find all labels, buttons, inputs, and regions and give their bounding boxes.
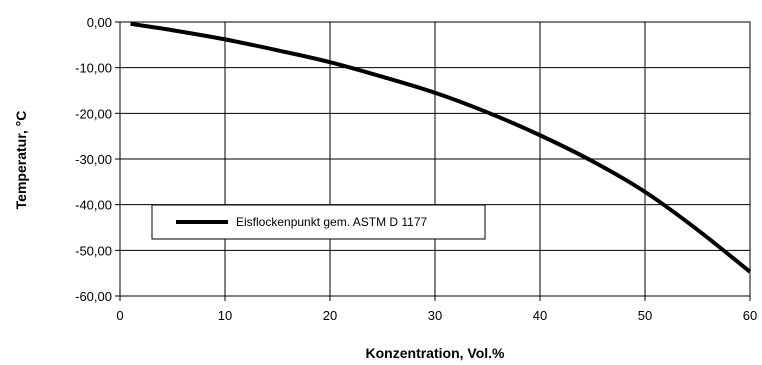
x-axis-title: Konzentration, Vol.% [366,345,506,361]
series-layer [130,21,752,274]
x-tick-label: 10 [218,308,232,323]
y-tick-label: -30,00 [75,152,112,167]
x-tick-label: 0 [116,308,123,323]
y-tick-label: -50,00 [75,243,112,258]
legend: Eisflockenpunkt gem. ASTM D 1177 [151,204,486,240]
x-tick-label: 20 [323,308,337,323]
x-tick-label: 50 [638,308,652,323]
y-tick-label: -40,00 [75,198,112,213]
y-tick-label: 0,00 [87,15,112,30]
y-axis-title: Temperatur, °C [13,111,29,210]
x-axis-ticks: 0 10 20 30 40 50 60 [116,296,757,323]
series-line [130,21,752,274]
x-tick-label: 40 [533,308,547,323]
x-tick-label: 30 [428,308,442,323]
y-axis-ticks: 0,00 -10,00 -20,00 -30,00 -40,00 -50,00 -60,00 [75,15,120,304]
legend-label: Eisflockenpunkt gem. ASTM D 1177 [236,215,428,229]
y-tick-label: -10,00 [75,61,112,76]
x-tick-label: 60 [743,308,757,323]
y-tick-label: -60,00 [75,289,112,304]
y-tick-label: -20,00 [75,106,112,121]
